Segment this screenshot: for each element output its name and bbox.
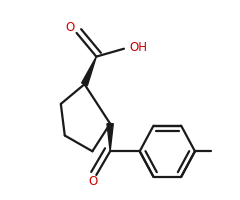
Text: O: O: [65, 21, 74, 34]
Polygon shape: [107, 124, 113, 151]
Polygon shape: [82, 57, 96, 85]
Text: OH: OH: [129, 41, 147, 54]
Text: O: O: [89, 175, 98, 188]
